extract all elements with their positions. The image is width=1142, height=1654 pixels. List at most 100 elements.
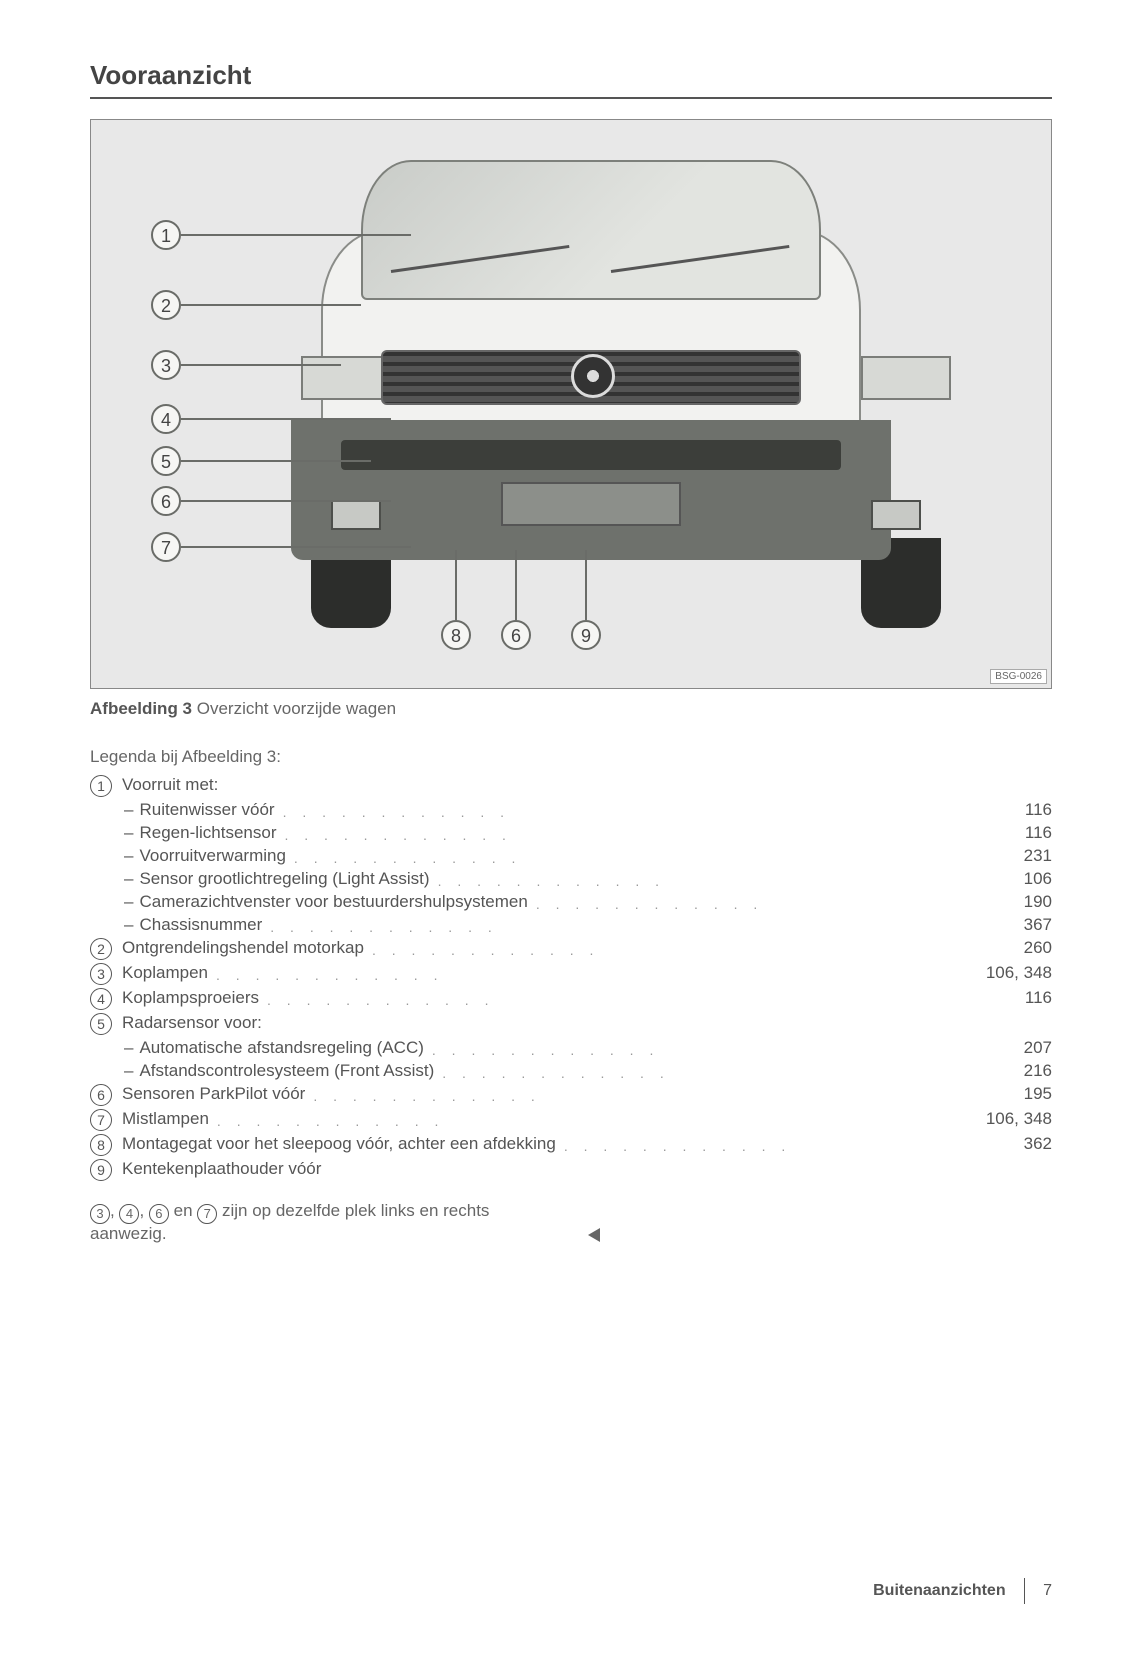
footer-separator — [1024, 1578, 1026, 1604]
leader-dots: . . . . . . . . . . . . — [372, 938, 964, 958]
legend-subrow: –Afstandscontrolesysteem (Front Assist).… — [90, 1061, 1052, 1081]
legend-sublabel: Ruitenwisser vóór — [139, 800, 274, 820]
legend-number: 1 — [90, 775, 112, 797]
legend-label: Koplampen — [122, 963, 208, 983]
legend-row: 7Mistlampen. . . . . . . . . . . .106, 3… — [90, 1109, 1052, 1131]
leader-dots: . . . . . . . . . . . . — [284, 823, 964, 843]
legend-sublabel: Regen-lichtsensor — [139, 823, 276, 843]
vehicle-windshield — [361, 160, 821, 300]
legend-subrow: –Ruitenwisser vóór. . . . . . . . . . . … — [90, 800, 1052, 820]
leader-dots: . . . . . . . . . . . . — [294, 846, 964, 866]
bullet-dash: – — [124, 823, 133, 843]
bullet-dash: – — [124, 1061, 133, 1081]
legend-row: 6 Sensoren ParkPilot vóór . . . . . . . . … — [90, 1084, 1052, 1106]
footnote-ref: 6 — [149, 1204, 169, 1224]
legend-page: 216 — [972, 1061, 1052, 1081]
figure-leader-line — [181, 546, 411, 548]
legend-label: Voorruit met: — [122, 775, 218, 795]
leader-dots: . . . . . . . . . . . . — [442, 1061, 964, 1081]
bullet-dash: – — [124, 869, 133, 889]
figure-callout: 8 — [441, 620, 471, 650]
legend-page: 207 — [972, 1038, 1052, 1058]
figure-leader-line — [181, 304, 361, 306]
figure-caption-bold: Afbeelding 3 — [90, 699, 192, 718]
legend-page: 260 — [972, 938, 1052, 958]
figure-callout: 6 — [501, 620, 531, 650]
bullet-dash: – — [124, 915, 133, 935]
leader-dots: . . . . . . . . . . . . — [283, 800, 964, 820]
vehicle-headlight — [861, 356, 951, 400]
figure-leader-line — [181, 364, 341, 366]
vehicle-headlight — [301, 356, 391, 400]
legend-row: 5 Radarsensor voor: — [90, 1013, 1052, 1035]
legend-page: 116 — [972, 800, 1052, 820]
legend-row: 4Koplampsproeiers. . . . . . . . . . . .… — [90, 988, 1052, 1010]
legend-number: 6 — [90, 1084, 112, 1106]
footnote-ref: 3 — [90, 1204, 110, 1224]
legend-number: 2 — [90, 938, 112, 960]
legend-page: 116 — [972, 823, 1052, 843]
figure-callout: 5 — [151, 446, 181, 476]
legend-number: 3 — [90, 963, 112, 985]
footer-section: Buitenaanzichten — [873, 1582, 1005, 1600]
leader-dots: . . . . . . . . . . . . — [270, 915, 964, 935]
page-title: Vooraanzicht — [90, 60, 1052, 99]
legend-label: Koplampsproeiers — [122, 988, 259, 1008]
legend-sublabel: Camerazichtvenster voor bestuurdershulps… — [139, 892, 527, 912]
legend-list: 1Voorruit met:–Ruitenwisser vóór. . . . … — [90, 775, 1052, 1181]
continuation-icon — [588, 1228, 600, 1242]
legend-page: 190 — [972, 892, 1052, 912]
leader-dots: . . . . . . . . . . . . — [217, 1109, 964, 1129]
legend-subrow: –Chassisnummer . . . . . . . . . . . . 367 — [90, 915, 1052, 935]
legend-sublabel: Afstandscontrolesysteem (Front Assist) — [139, 1061, 434, 1081]
leader-dots: . . . . . . . . . . . . — [432, 1038, 964, 1058]
legend-number: 5 — [90, 1013, 112, 1035]
bullet-dash: – — [124, 846, 133, 866]
legend-page: 367 — [972, 915, 1052, 935]
legend-row: 2 Ontgrendelingshendel motorkap . . . . . … — [90, 938, 1052, 960]
legend-page: 231 — [972, 846, 1052, 866]
legend-sublabel: Automatische afstandsregeling (ACC) — [139, 1038, 423, 1058]
legend-label: Sensoren ParkPilot vóór — [122, 1084, 305, 1104]
bullet-dash: – — [124, 1038, 133, 1058]
legend-row: 1 Voorruit met: — [90, 775, 1052, 797]
legend-number: 4 — [90, 988, 112, 1010]
leader-dots: . . . . . . . . . . . . — [313, 1084, 964, 1104]
legend-number: 7 — [90, 1109, 112, 1131]
leader-dots: . . . . . . . . . . . . — [564, 1134, 964, 1154]
legend-sublabel: Chassisnummer — [139, 915, 262, 935]
figure-code: BSG-0026 — [990, 669, 1047, 684]
figure-callout: 4 — [151, 404, 181, 434]
figure-callout: 1 — [151, 220, 181, 250]
legend-page: 116 — [972, 988, 1052, 1008]
figure-leader-line — [181, 418, 391, 420]
vehicle-badge-icon — [571, 354, 615, 398]
legend-page: 362 — [972, 1134, 1052, 1154]
legend-label: Montagegat voor het sleepoog vóór, achte… — [122, 1134, 556, 1154]
vehicle-foglight — [871, 500, 921, 530]
figure-leader-line — [181, 500, 391, 502]
legend-number: 8 — [90, 1134, 112, 1156]
legend-number: 9 — [90, 1159, 112, 1181]
leader-dots: . . . . . . . . . . . . — [216, 963, 964, 983]
figure-callout: 6 — [151, 486, 181, 516]
figure-leader-line — [455, 550, 457, 620]
page-footer: Buitenaanzichten 7 — [873, 1578, 1052, 1604]
figure-callout: 7 — [151, 532, 181, 562]
legend-label: Radarsensor voor: — [122, 1013, 262, 1033]
vehicle-plate — [501, 482, 681, 526]
footnote: 3, 4, 6 en 7 zijn op dezelfde plek links… — [90, 1201, 570, 1244]
legend-sublabel: Sensor grootlichtregeling (Light Assist) — [139, 869, 429, 889]
figure-callout: 2 — [151, 290, 181, 320]
footnote-ref: 7 — [197, 1204, 217, 1224]
figure-leader-line — [181, 234, 411, 236]
legend-subrow: –Automatische afstandsregeling (ACC) . . … — [90, 1038, 1052, 1058]
vehicle-foglight — [331, 500, 381, 530]
legend-page: 106 — [972, 869, 1052, 889]
bullet-dash: – — [124, 892, 133, 912]
figure-caption-text: Overzicht voorzijde wagen — [192, 699, 396, 718]
legend-page: 106, 348 — [972, 1109, 1052, 1129]
legend-subrow: –Voorruitverwarming. . . . . . . . . . .… — [90, 846, 1052, 866]
legend-label: Ontgrendelingshendel motorkap — [122, 938, 364, 958]
leader-dots: . . . . . . . . . . . . — [536, 892, 964, 912]
